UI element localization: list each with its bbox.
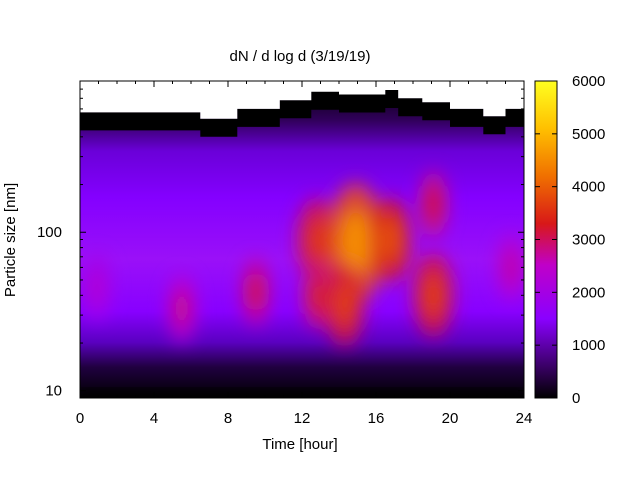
colorbar-label-3000: 3000: [572, 232, 605, 249]
x-tick-label-12: 12: [294, 410, 311, 427]
heatmap-feature-core-1: [174, 289, 190, 328]
x-tick-label-24: 24: [516, 410, 533, 427]
plot-area: [80, 81, 524, 398]
heatmap-feature-core-2: [248, 273, 264, 311]
x-tick-label-16: 16: [368, 410, 385, 427]
heatmap-feature-core-10: [503, 248, 519, 287]
ceiling-dark-band: [80, 90, 524, 137]
y-tick-label-100: 100: [37, 224, 62, 241]
chart-title: dN / d log d (3/19/19): [230, 48, 371, 65]
colorbar: 0 1000 2000 3000 4000 5000 6000: [534, 73, 605, 407]
x-axis-label: Time [hour]: [262, 436, 337, 453]
heatmap-feature-core-8: [422, 272, 445, 319]
heatmap-feature-core-0: [88, 268, 105, 306]
heatmap-feature-core-7: [379, 216, 402, 263]
heatmap-feature-core-6: [333, 281, 356, 328]
colorbar-label-4000: 4000: [572, 179, 605, 196]
x-tick-label-4: 4: [150, 410, 158, 427]
heatmap-feature-core-9: [425, 185, 442, 224]
colorbar-label-0: 0: [572, 390, 580, 407]
heatmap-feature-core-4: [309, 276, 325, 315]
y-axis: 10 100: [37, 80, 524, 400]
x-tick-label-8: 8: [224, 410, 232, 427]
y-tick-label-10: 10: [45, 383, 62, 400]
colorbar-label-2000: 2000: [572, 284, 605, 301]
no-data-region: [80, 81, 524, 119]
colorbar-ticks: 0 1000 2000 3000 4000 5000 6000: [535, 73, 605, 407]
heatmap-blobs: [82, 170, 524, 347]
heatmap-field: [80, 89, 524, 398]
colorbar-label-6000: 6000: [572, 73, 605, 90]
heatmap-feature-core-5: [340, 210, 372, 277]
x-tick-label-20: 20: [442, 410, 459, 427]
y-axis-label: Particle size [nm]: [2, 183, 19, 297]
heatmap-feature-core-3: [305, 216, 328, 263]
colorbar-label-1000: 1000: [572, 337, 605, 354]
colorbar-label-5000: 5000: [572, 126, 605, 143]
x-axis: 0 4 8 12 16 20 24: [76, 81, 533, 427]
x-tick-label-0: 0: [76, 410, 84, 427]
